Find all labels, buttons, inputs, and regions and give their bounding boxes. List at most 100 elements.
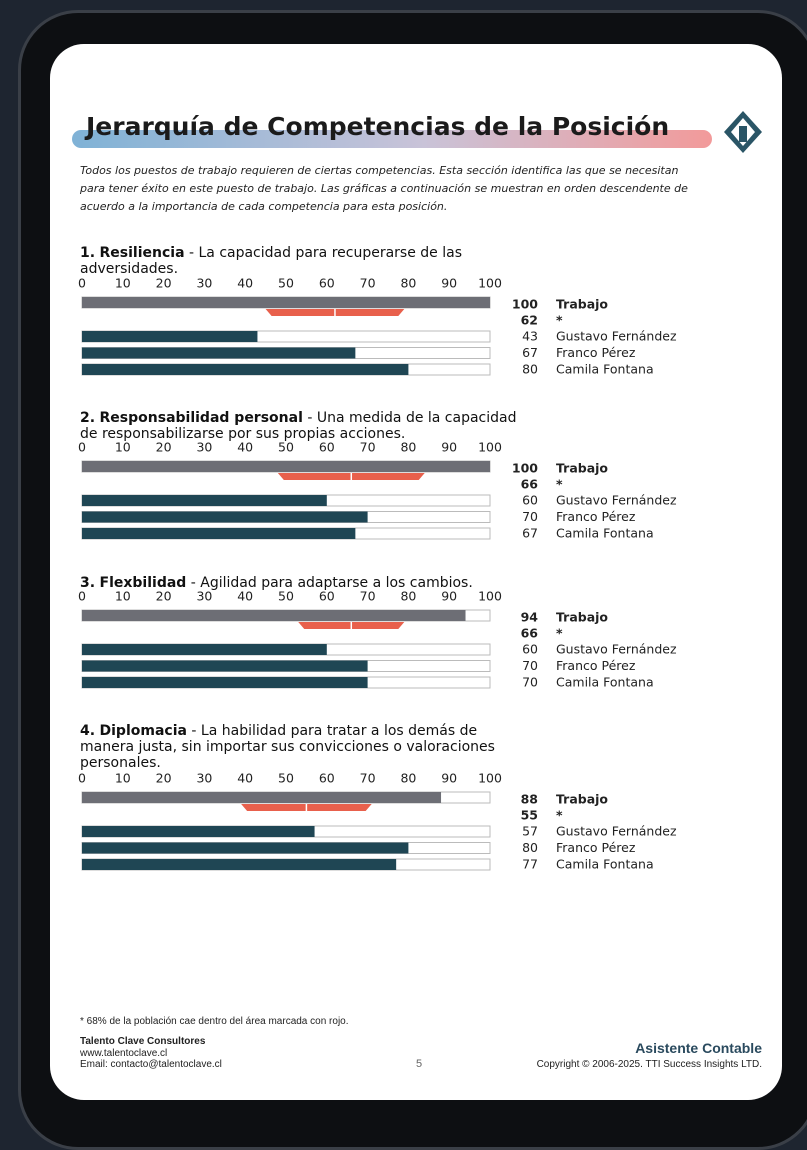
section-name: Responsabilidad personal	[99, 410, 303, 426]
x-tick-label: 20	[156, 771, 172, 786]
job-value: 88	[521, 792, 538, 807]
x-tick-label: 60	[319, 771, 335, 786]
job-label: Trabajo	[556, 297, 608, 312]
x-tick-label: 80	[400, 440, 416, 455]
person-label: Camila Fontana	[556, 675, 654, 690]
x-tick-label: 30	[196, 589, 212, 604]
x-tick-label: 80	[400, 771, 416, 786]
person-bar	[82, 842, 409, 854]
x-tick-label: 0	[78, 440, 86, 455]
person-bar	[82, 495, 327, 506]
person-value: 70	[522, 675, 538, 690]
x-tick-label: 80	[400, 589, 416, 604]
person-value: 67	[522, 526, 538, 541]
section-number: 4.	[80, 723, 96, 739]
job-bar	[82, 297, 490, 308]
population-label: *	[556, 808, 563, 823]
company: Talento Clave Consultores	[80, 1036, 206, 1047]
section-title: 2. Responsabilidad personal - Una medida…	[80, 410, 530, 442]
person-label: Franco Pérez	[556, 840, 636, 855]
x-tick-label: 70	[360, 589, 376, 604]
person-label: Gustavo Fernández	[556, 642, 677, 657]
person-label: Gustavo Fernández	[556, 329, 677, 344]
person-bar	[82, 826, 315, 837]
population-label: *	[556, 313, 563, 328]
x-tick-label: 70	[360, 771, 376, 786]
x-tick-label: 30	[196, 440, 212, 455]
x-tick-label: 20	[156, 440, 172, 455]
x-tick-label: 30	[196, 771, 212, 786]
x-tick-label: 50	[278, 276, 294, 291]
person-value: 43	[522, 329, 538, 344]
x-tick-label: 80	[400, 276, 416, 291]
population-label: *	[556, 626, 563, 641]
section-title: 1. Resiliencia - La capacidad para recup…	[80, 245, 530, 277]
x-tick-label: 10	[115, 589, 131, 604]
job-value: 94	[521, 610, 539, 625]
x-tick-label: 40	[237, 276, 253, 291]
section-chart: 0 10 20 30 40 50 60 70 80 90 100 88 Trabajo 55 * 57 Gust…	[78, 771, 677, 872]
email: Email: contacto@talentoclave.cl	[80, 1059, 222, 1070]
website: www.talentoclave.cl	[80, 1048, 168, 1059]
person-label: Franco Pérez	[556, 658, 636, 673]
section-description: - Una medida de la capacidad de responsa…	[80, 410, 517, 442]
person-value: 67	[522, 345, 538, 360]
x-tick-label: 100	[478, 440, 502, 455]
x-tick-label: 0	[78, 771, 86, 786]
x-tick-label: 90	[441, 771, 457, 786]
x-tick-label: 10	[115, 276, 131, 291]
intro: Todos los puestos de trabajo requieren d…	[80, 164, 688, 213]
x-tick-label: 20	[156, 276, 172, 291]
person-bar	[82, 859, 397, 870]
section-description: - Agilidad para adaptarse a los cambios.	[190, 575, 473, 591]
person-value: 80	[522, 840, 538, 855]
x-tick-label: 60	[319, 589, 335, 604]
page-title: Jerarquía de Competencias de la Posición	[86, 112, 670, 141]
x-tick-label: 30	[196, 276, 212, 291]
x-tick-label: 70	[360, 276, 376, 291]
x-tick-label: 90	[441, 440, 457, 455]
x-tick-label: 60	[319, 440, 335, 455]
person-value: 70	[522, 509, 538, 524]
x-tick-label: 0	[78, 276, 86, 291]
x-tick-label: 100	[478, 276, 502, 291]
person-bar	[82, 331, 258, 342]
job-value: 100	[512, 461, 538, 476]
x-tick-label: 20	[156, 589, 172, 604]
person-value: 60	[522, 493, 538, 508]
x-tick-label: 70	[360, 440, 376, 455]
page: Jerarquía de Competencias de la Posición…	[50, 44, 782, 1100]
person-value: 70	[522, 658, 538, 673]
x-tick-label: 50	[278, 440, 294, 455]
position: Asistente Contable	[635, 1040, 762, 1056]
person-label: Camila Fontana	[556, 526, 654, 541]
population-label: *	[556, 477, 563, 492]
x-tick-label: 10	[115, 440, 131, 455]
person-label: Gustavo Fernández	[556, 824, 677, 839]
job-label: Trabajo	[556, 610, 608, 625]
job-label: Trabajo	[556, 792, 608, 807]
person-value: 57	[522, 824, 538, 839]
x-tick-label: 0	[78, 589, 86, 604]
section-number: 3.	[80, 575, 96, 591]
person-label: Franco Pérez	[556, 509, 636, 524]
x-tick-label: 10	[115, 771, 131, 786]
copyright: Copyright © 2006-2025. TTI Success Insig…	[536, 1059, 762, 1070]
section-description: - La capacidad para recuperarse de las a…	[80, 245, 462, 277]
logo	[724, 111, 762, 153]
section-number: 2.	[80, 410, 96, 426]
population-value: 66	[521, 477, 539, 492]
person-bar	[82, 364, 409, 375]
section-title: 4. Diplomacia - La habilidad para tratar…	[80, 723, 530, 771]
person-label: Camila Fontana	[556, 362, 654, 377]
job-bar	[82, 610, 466, 621]
person-bar	[82, 677, 368, 688]
person-bar	[82, 528, 356, 539]
section-description: - La habilidad para tratar a los demás d…	[80, 723, 495, 771]
person-label: Gustavo Fernández	[556, 493, 677, 508]
logo-bar	[739, 126, 747, 142]
population-value: 62	[521, 313, 538, 328]
